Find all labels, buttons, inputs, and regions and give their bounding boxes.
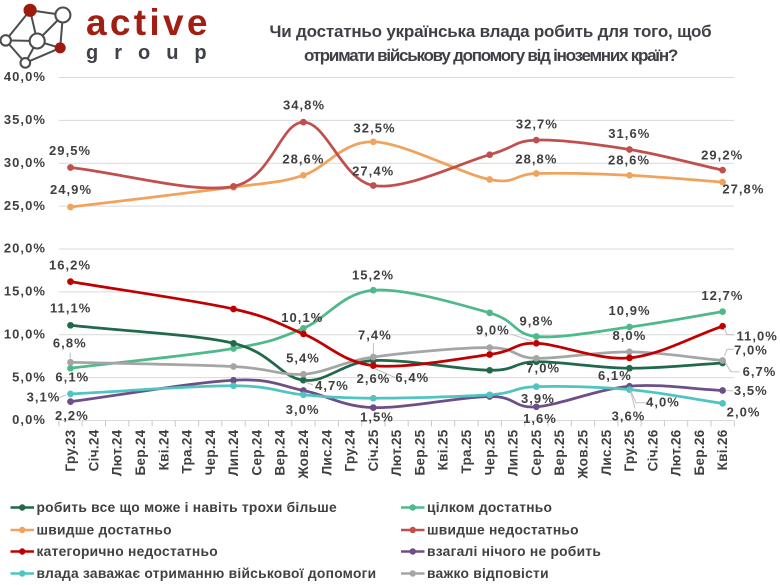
svg-text:6,7%: 6,7%	[743, 364, 777, 379]
svg-text:Січ.24: Січ.24	[86, 429, 101, 471]
svg-text:Кві.26: Кві.26	[715, 429, 730, 470]
svg-text:11,1%: 11,1%	[50, 301, 91, 316]
svg-text:40,0%: 40,0%	[4, 69, 46, 84]
svg-text:Лип.24: Лип.24	[226, 429, 241, 476]
svg-text:Тра.25: Тра.25	[459, 429, 474, 473]
svg-text:Кві.24: Кві.24	[156, 429, 171, 470]
svg-text:Лис.25: Лис.25	[599, 429, 614, 475]
svg-text:Гру.24: Гру.24	[343, 429, 358, 471]
svg-text:3,6%: 3,6%	[612, 409, 646, 424]
svg-text:Кві.25: Кві.25	[436, 429, 451, 470]
svg-text:3,5%: 3,5%	[734, 383, 768, 398]
svg-text:Жов.24: Жов.24	[296, 429, 311, 479]
svg-text:8,0%: 8,0%	[612, 328, 646, 343]
svg-text:6,1%: 6,1%	[598, 368, 632, 383]
svg-text:Січ.26: Січ.26	[645, 429, 660, 471]
svg-text:Бер.24: Бер.24	[133, 429, 148, 475]
svg-text:Гру.23: Гру.23	[63, 429, 78, 471]
svg-text:5,0%: 5,0%	[12, 369, 46, 384]
svg-text:32,7%: 32,7%	[516, 117, 558, 132]
svg-text:влада заважає отриманню військ: влада заважає отриманню військової допом…	[37, 566, 377, 581]
svg-text:29,2%: 29,2%	[701, 148, 743, 163]
svg-text:9,8%: 9,8%	[519, 313, 553, 328]
svg-text:Лис.24: Лис.24	[319, 429, 334, 475]
svg-text:28,6%: 28,6%	[282, 151, 324, 166]
svg-text:2,6%: 2,6%	[357, 371, 391, 386]
svg-text:5,4%: 5,4%	[286, 351, 320, 366]
svg-text:Жов.25: Жов.25	[576, 429, 591, 479]
svg-text:2,0%: 2,0%	[727, 405, 761, 420]
svg-text:важко відповісти: важко відповісти	[427, 566, 549, 581]
svg-text:4,0%: 4,0%	[646, 395, 680, 410]
svg-text:6,8%: 6,8%	[53, 336, 87, 351]
svg-text:Лип.25: Лип.25	[506, 429, 521, 476]
svg-text:1,6%: 1,6%	[523, 411, 557, 426]
svg-text:7,4%: 7,4%	[358, 327, 392, 342]
svg-text:Лют.26: Лют.26	[669, 429, 684, 476]
svg-text:11,0%: 11,0%	[736, 329, 777, 344]
svg-text:1,5%: 1,5%	[360, 410, 394, 425]
svg-text:Гру.25: Гру.25	[622, 429, 637, 471]
svg-text:Вер.25: Вер.25	[552, 429, 567, 475]
svg-text:27,8%: 27,8%	[722, 182, 764, 197]
svg-text:3,0%: 3,0%	[286, 402, 320, 417]
svg-text:25,0%: 25,0%	[4, 198, 46, 213]
svg-text:12,7%: 12,7%	[701, 288, 743, 303]
svg-text:Січ.25: Січ.25	[366, 429, 381, 471]
svg-text:Сер.24: Сер.24	[249, 429, 264, 475]
svg-text:Бер.25: Бер.25	[412, 429, 427, 475]
svg-text:2,2%: 2,2%	[55, 408, 89, 423]
svg-text:28,8%: 28,8%	[515, 152, 557, 167]
svg-text:швидше достатньо: швидше достатньо	[37, 523, 172, 538]
svg-text:4,7%: 4,7%	[315, 378, 349, 393]
svg-text:цілком достатньо: цілком достатньо	[427, 500, 552, 515]
svg-text:7,0%: 7,0%	[526, 361, 560, 376]
svg-text:6,4%: 6,4%	[395, 370, 429, 385]
svg-text:Сер.25: Сер.25	[529, 429, 544, 475]
svg-text:3,1%: 3,1%	[27, 390, 61, 405]
svg-text:швидше недостатньо: швидше недостатньо	[427, 523, 579, 538]
svg-text:категорично недостатньо: категорично недостатньо	[37, 544, 218, 559]
svg-text:20,0%: 20,0%	[4, 241, 46, 256]
svg-text:15,2%: 15,2%	[352, 268, 394, 283]
svg-text:32,5%: 32,5%	[354, 120, 396, 135]
svg-text:Тра.24: Тра.24	[180, 429, 195, 473]
svg-text:Лют.24: Лют.24	[110, 429, 125, 476]
svg-text:27,4%: 27,4%	[352, 164, 394, 179]
svg-text:29,5%: 29,5%	[49, 143, 91, 158]
svg-text:30,0%: 30,0%	[4, 155, 46, 170]
svg-text:10,9%: 10,9%	[609, 303, 651, 318]
svg-text:15,0%: 15,0%	[4, 284, 46, 299]
svg-text:взагалі нічого не робить: взагалі нічого не робить	[427, 544, 601, 559]
svg-text:31,6%: 31,6%	[608, 126, 650, 141]
svg-text:9,0%: 9,0%	[476, 323, 510, 338]
svg-text:0,0%: 0,0%	[12, 412, 46, 427]
svg-text:28,6%: 28,6%	[608, 153, 650, 168]
svg-text:Вер.24: Вер.24	[273, 429, 288, 475]
svg-text:6,1%: 6,1%	[55, 369, 89, 384]
svg-text:Чер.24: Чер.24	[203, 429, 218, 475]
svg-text:робить все що може і навіть тр: робить все що може і навіть трохи більше	[37, 500, 338, 515]
svg-text:Бер.26: Бер.26	[692, 429, 707, 475]
svg-text:10,0%: 10,0%	[4, 326, 46, 341]
svg-text:16,2%: 16,2%	[49, 257, 91, 272]
svg-text:35,0%: 35,0%	[4, 112, 46, 127]
svg-text:10,1%: 10,1%	[281, 310, 323, 325]
svg-text:24,9%: 24,9%	[50, 182, 92, 197]
svg-text:34,8%: 34,8%	[283, 98, 325, 113]
svg-text:Лют.25: Лют.25	[389, 429, 404, 476]
svg-text:7,0%: 7,0%	[734, 343, 768, 358]
svg-text:3,9%: 3,9%	[521, 391, 555, 406]
svg-text:Чер.25: Чер.25	[482, 429, 497, 475]
